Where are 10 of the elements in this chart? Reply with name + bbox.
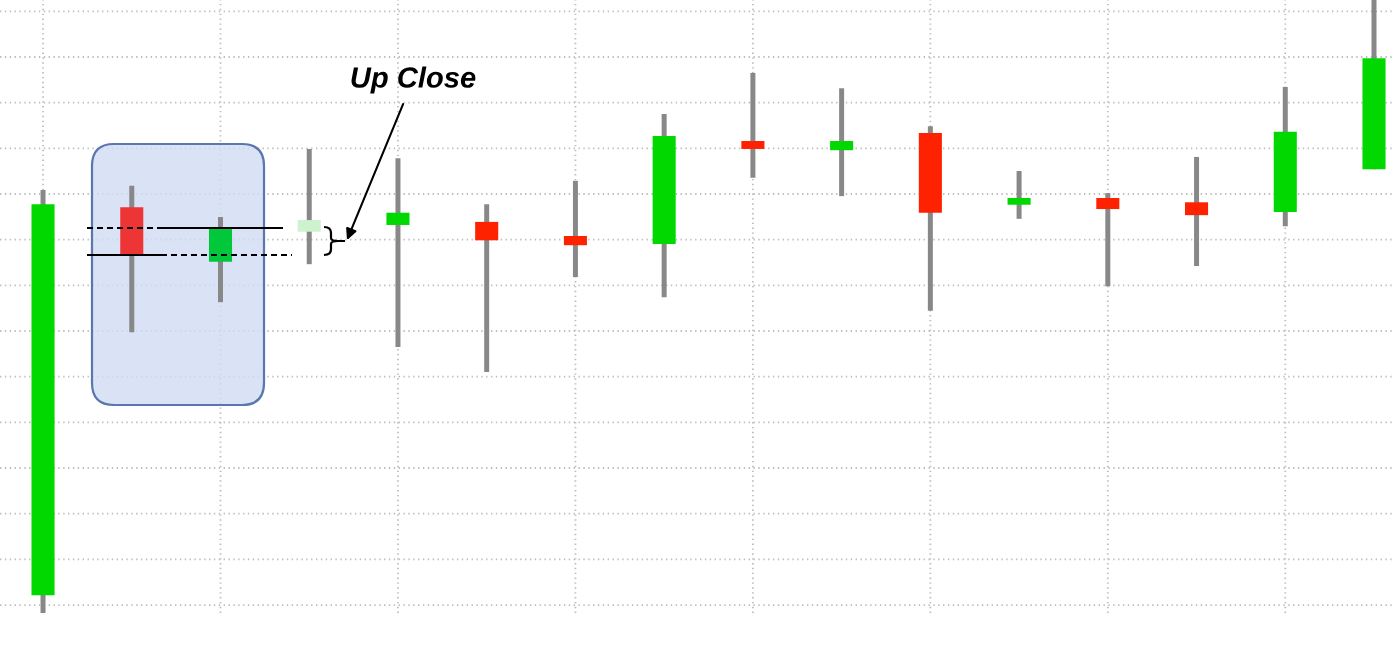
candlestick	[1007, 171, 1031, 219]
candlestick	[475, 204, 499, 373]
candlestick	[830, 88, 854, 197]
annotation: Up Close	[351, 66, 476, 94]
candlestick	[1185, 156, 1209, 267]
candlestick	[297, 148, 321, 265]
candlestick	[386, 158, 410, 347]
candlestick	[563, 180, 587, 278]
candlestick	[1096, 193, 1120, 287]
candlestick	[741, 72, 765, 178]
